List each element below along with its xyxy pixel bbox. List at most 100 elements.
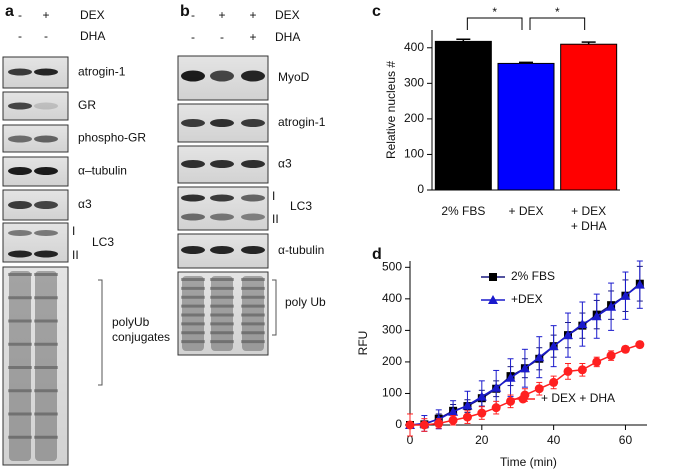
- band: [241, 246, 265, 254]
- blot-label: atrogin-1: [278, 115, 326, 129]
- data-point: [591, 311, 602, 321]
- smear-band: [241, 286, 265, 290]
- bar: [434, 40, 492, 191]
- band: [210, 213, 234, 221]
- x-axis-label: Time (min): [500, 455, 557, 469]
- smear-band: [8, 389, 32, 393]
- data-point: [620, 344, 630, 354]
- band: [34, 250, 58, 258]
- significance-mark: *: [555, 5, 560, 19]
- x-tick-label: 2% FBS: [441, 204, 486, 218]
- data-point: [620, 290, 631, 300]
- condition-name: DEX: [275, 8, 300, 22]
- legend-label: + DEX + DHA: [541, 391, 615, 405]
- band: [210, 160, 234, 168]
- smear-band: [210, 331, 234, 335]
- smear-band: [241, 322, 265, 326]
- x-tick-label-box: + DEX: [508, 204, 544, 218]
- blot-label: α3: [78, 197, 92, 211]
- condition-name: DEX: [80, 8, 105, 22]
- data-point: [548, 341, 559, 351]
- band: [8, 201, 32, 209]
- band: [241, 194, 265, 202]
- blot: [2, 266, 69, 466]
- blot-label-box: poly Ub: [285, 295, 326, 309]
- smear-band: [34, 296, 58, 300]
- smear-band: [34, 342, 58, 346]
- smear-band: [241, 278, 265, 281]
- panel-label: b: [180, 3, 190, 20]
- data-point: [419, 420, 429, 430]
- band: [181, 70, 205, 82]
- band: [8, 102, 32, 110]
- smear-band: [8, 412, 32, 416]
- smear-band: [34, 366, 58, 369]
- x-tick-label: 60: [619, 433, 633, 447]
- blot-label: α3: [278, 157, 292, 171]
- band: [181, 119, 205, 127]
- band: [210, 246, 234, 254]
- smear-band: [241, 295, 265, 299]
- band: [34, 167, 58, 175]
- smear: [35, 271, 57, 461]
- data-point: [477, 408, 487, 418]
- legend-marker: [518, 394, 528, 404]
- blot-label: LC3: [92, 235, 114, 249]
- x-tick-label: 0: [407, 433, 414, 447]
- data-point: [606, 351, 616, 361]
- smear: [211, 276, 233, 351]
- band: [8, 68, 32, 76]
- data-point: [592, 357, 602, 367]
- blot-label: α–tubulin: [78, 164, 127, 178]
- smear-band: [181, 278, 205, 281]
- smear-band: [181, 304, 205, 308]
- bracket: [272, 279, 277, 336]
- x-tick-label: + DEX: [508, 204, 544, 218]
- x-tick-label: + DEX + DHA: [570, 204, 607, 233]
- y-tick-label: 300: [404, 76, 424, 90]
- y-tick-label: 500: [382, 259, 402, 273]
- smear-band: [8, 319, 32, 323]
- condition-name: DHA: [80, 29, 105, 43]
- legend-marker: [489, 273, 497, 281]
- data-point: [434, 418, 444, 428]
- band-label: II: [72, 248, 79, 262]
- band: [8, 250, 32, 258]
- y-axis-label: RFU: [356, 331, 370, 356]
- smear: [9, 271, 31, 461]
- bar: [560, 43, 618, 191]
- x-tick-label: 40: [547, 433, 561, 447]
- condition-sign: -: [220, 30, 224, 44]
- x-tick-label-box: + DEX + DHA: [570, 204, 607, 233]
- y-tick-label: 0: [417, 182, 424, 196]
- band: [241, 213, 265, 221]
- condition-sign: -: [18, 29, 22, 43]
- blot: [177, 186, 269, 231]
- smear-band: [181, 295, 205, 299]
- blot-label: GR: [78, 98, 96, 112]
- condition-sign: -: [191, 30, 195, 44]
- significance-bracket: [466, 17, 523, 30]
- smear-band: [241, 313, 265, 317]
- y-tick-label: 100: [382, 386, 402, 400]
- bar: [497, 62, 555, 191]
- smear-band: [181, 286, 205, 290]
- data-point: [577, 319, 588, 329]
- condition-sign: -: [18, 8, 22, 22]
- blot-label: LC3: [290, 199, 312, 213]
- smear-band: [210, 278, 234, 281]
- band: [181, 213, 205, 221]
- band: [241, 119, 265, 127]
- data-point: [448, 415, 458, 425]
- band: [8, 135, 32, 143]
- band: [241, 70, 265, 82]
- smear-band: [210, 304, 234, 308]
- smear-band: [8, 273, 32, 276]
- band: [210, 119, 234, 127]
- data-point: [534, 352, 545, 362]
- band: [181, 246, 205, 254]
- band: [34, 68, 58, 76]
- significance-mark: *: [492, 5, 497, 19]
- data-point: [606, 301, 617, 311]
- data-point: [634, 279, 645, 289]
